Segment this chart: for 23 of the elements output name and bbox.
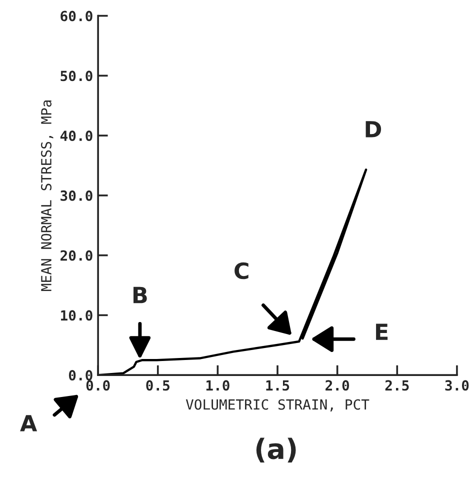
x-tick-label: 1.5 (266, 380, 290, 391)
x-tick-label: 1.0 (206, 380, 230, 391)
annotation: E (376, 324, 388, 340)
x-tick-label: 0.0 (86, 380, 110, 391)
text: (a) (256, 438, 296, 463)
y-tick-label: 10.0 (61, 310, 92, 321)
y-tick-label: 60.0 (60, 10, 92, 22)
text: A (20, 415, 38, 432)
annotation: C (234, 262, 248, 280)
y-tick-label: 20.0 (60, 250, 92, 261)
y-tick-label: 50.0 (60, 70, 92, 82)
annotation: B (134, 286, 147, 304)
x-tick-label: 0.5 (146, 380, 170, 391)
y-tick-label: 0.0 (68, 370, 92, 381)
x-tick-label: 2.0 (326, 380, 350, 391)
line-series (98, 168, 368, 376)
y-axis-title: MEAN NORMAL STRESS, MPa (40, 100, 54, 292)
y-tick-label: 40.0 (60, 130, 92, 142)
x-axis-title: VOLUMETRIC STRAIN, PCT (186, 399, 370, 412)
y-tick-label: 30.0 (60, 190, 92, 201)
x-tick-label: 2.5 (385, 380, 409, 391)
x-tick-label: 3.0 (445, 380, 469, 391)
annotation: D (366, 121, 382, 138)
